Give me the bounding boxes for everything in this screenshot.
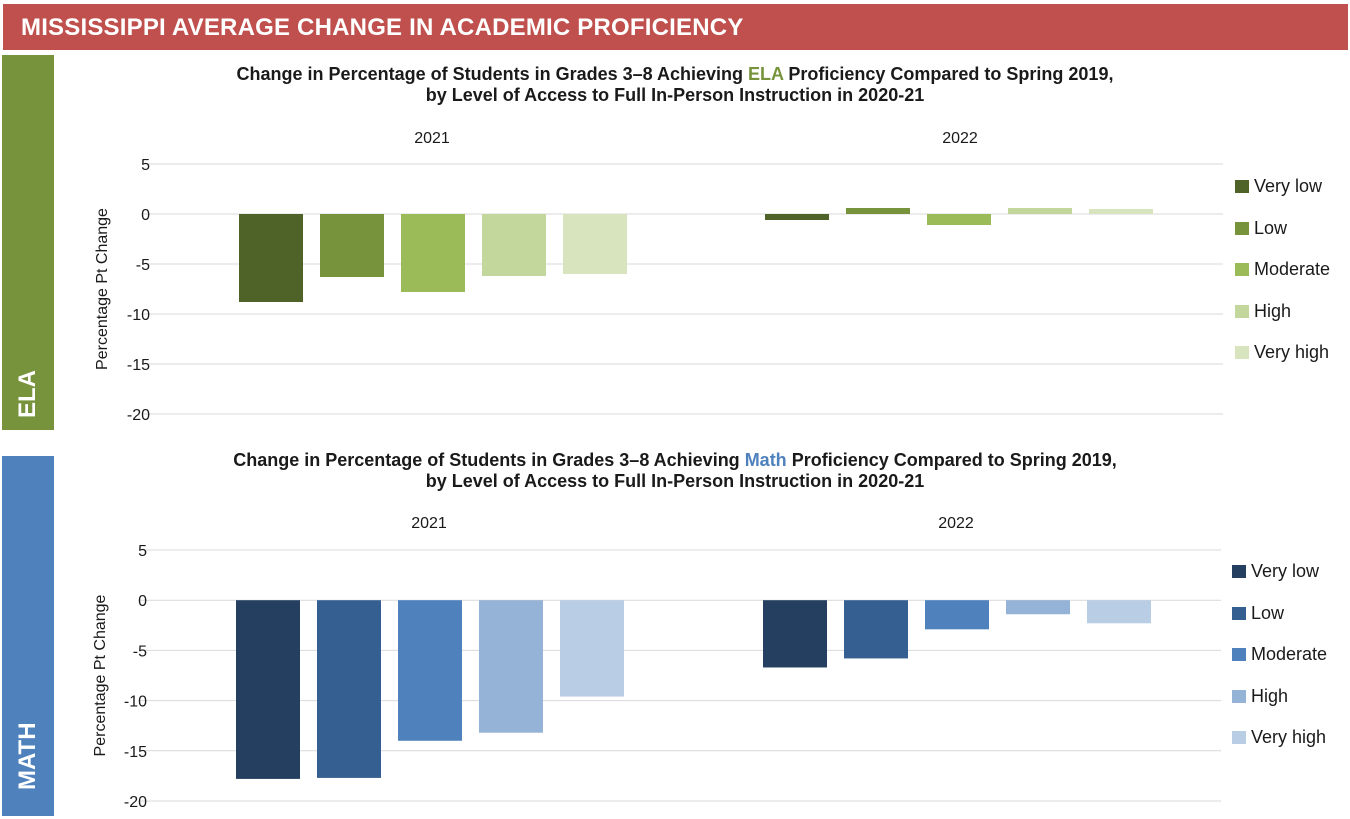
- legend-label: Very high: [1251, 727, 1327, 747]
- bar-2021-low: [320, 214, 384, 277]
- bar-2021-very-high: [560, 600, 624, 697]
- math-title-line2: by Level of Access to Full In-Person Ins…: [425, 471, 925, 491]
- bar-2022-low: [844, 600, 908, 659]
- y-tick-label: -10: [127, 307, 150, 324]
- legend-swatch: [1232, 606, 1246, 620]
- legend-item: Low: [1232, 603, 1284, 623]
- legend-item: Low: [1235, 218, 1287, 238]
- bar-2021-very-low: [239, 214, 303, 302]
- panel-label-2021: 2021: [414, 130, 450, 147]
- bar-2022-very-high: [1089, 209, 1153, 214]
- math-title-suffix: Proficiency Compared to Spring 2019,: [786, 450, 1117, 470]
- math-side-tab: MATH: [2, 456, 54, 816]
- ela-title-prefix: Change in Percentage of Students in Grad…: [236, 64, 749, 84]
- ela-title-line2: by Level of Access to Full In-Person Ins…: [425, 85, 925, 105]
- legend-item: Very high: [1232, 727, 1326, 747]
- legend-label: Moderate: [1251, 644, 1328, 664]
- bar-2022-high: [1006, 600, 1070, 615]
- legend-item: Moderate: [1232, 644, 1327, 664]
- math-chart-title: Change in Percentage of Students in Grad…: [60, 450, 1290, 492]
- bar-2021-very-high: [563, 214, 627, 274]
- bar-2021-low: [317, 600, 381, 778]
- ela-side-label: ELA: [14, 370, 41, 418]
- y-tick-label: -20: [127, 407, 150, 424]
- bar-2021-very-low: [236, 600, 300, 779]
- legend-swatch: [1232, 565, 1246, 578]
- ela-chart-title: Change in Percentage of Students in Grad…: [60, 64, 1290, 106]
- y-tick-label: -10: [124, 694, 147, 711]
- legend-item: Very low: [1232, 561, 1319, 581]
- bar-2022-very-low: [765, 214, 829, 220]
- y-axis-label: Percentage Pt Change: [94, 208, 111, 370]
- legend-swatch: [1235, 263, 1249, 276]
- legend-item: High: [1235, 301, 1291, 321]
- y-tick-label: 0: [141, 207, 150, 224]
- panel-label-2022: 2022: [942, 130, 978, 147]
- bar-2022-very-high: [1087, 600, 1151, 624]
- y-tick-label: -20: [124, 794, 147, 811]
- legend-label: Very low: [1251, 561, 1320, 581]
- ela-side-tab: ELA: [2, 55, 54, 430]
- y-tick-label: -5: [136, 257, 150, 274]
- page-header: MISSISSIPPI AVERAGE CHANGE IN ACADEMIC P…: [3, 4, 1348, 50]
- legend-label: High: [1251, 685, 1289, 706]
- bar-2021-moderate: [398, 600, 462, 741]
- ela-title-suffix: Proficiency Compared to Spring 2019,: [783, 64, 1114, 84]
- legend-label: Low: [1251, 602, 1285, 623]
- y-tick-label: 5: [138, 543, 147, 560]
- legend-item: Moderate: [1235, 259, 1330, 279]
- y-tick-label: -15: [127, 357, 150, 374]
- bar-2022-moderate: [927, 214, 991, 225]
- bar-2022-moderate: [925, 600, 989, 630]
- bar-2022-low: [846, 208, 910, 214]
- legend-label: High: [1254, 300, 1292, 321]
- legend-item: High: [1232, 686, 1288, 706]
- math-side-label: MATH: [14, 722, 41, 790]
- panel-label-2022: 2022: [938, 515, 974, 532]
- bar-2022-high: [1008, 208, 1072, 214]
- panel-label-2021: 2021: [411, 515, 447, 532]
- y-axis-label: Percentage Pt Change: [92, 594, 109, 756]
- page-title: MISSISSIPPI AVERAGE CHANGE IN ACADEMIC P…: [21, 14, 744, 41]
- legend-item: Very low: [1235, 176, 1322, 196]
- ela-chart: Change in Percentage of Students in Grad…: [60, 58, 1350, 428]
- bar-2022-very-low: [763, 600, 827, 668]
- legend-label: Very low: [1254, 176, 1323, 196]
- legend-label: Low: [1254, 217, 1288, 238]
- math-title-subject: Math: [744, 450, 787, 470]
- legend-label: Moderate: [1254, 259, 1331, 279]
- ela-title-subject: ELA: [748, 64, 784, 84]
- legend-swatch: [1232, 648, 1246, 661]
- y-tick-label: 5: [141, 157, 150, 174]
- math-plot-area: 5 0 -5 -10 -15 -20 Percentage Pt Change 2021 202…: [92, 515, 1221, 811]
- legend-swatch: [1232, 731, 1246, 744]
- ela-plot-area: 5 0 -5 -10 -15 -20 Percentage Pt Change 2021 202…: [94, 130, 1223, 424]
- bar-2021-high: [479, 600, 543, 733]
- legend-label: Very high: [1254, 342, 1330, 362]
- bar-2021-high: [482, 214, 546, 276]
- math-chart: Change in Percentage of Students in Grad…: [60, 444, 1350, 819]
- legend-swatch: [1235, 346, 1249, 359]
- legend-swatch: [1235, 304, 1249, 318]
- legend-item: Very high: [1235, 342, 1329, 362]
- y-tick-label: -15: [124, 744, 147, 761]
- math-title-prefix: Change in Percentage of Students in Grad…: [233, 450, 745, 470]
- legend-swatch: [1235, 180, 1249, 193]
- y-tick-label: 0: [138, 593, 147, 610]
- legend-swatch: [1235, 221, 1249, 235]
- legend-swatch: [1232, 689, 1246, 703]
- bar-2021-moderate: [401, 214, 465, 292]
- y-tick-label: -5: [133, 643, 147, 660]
